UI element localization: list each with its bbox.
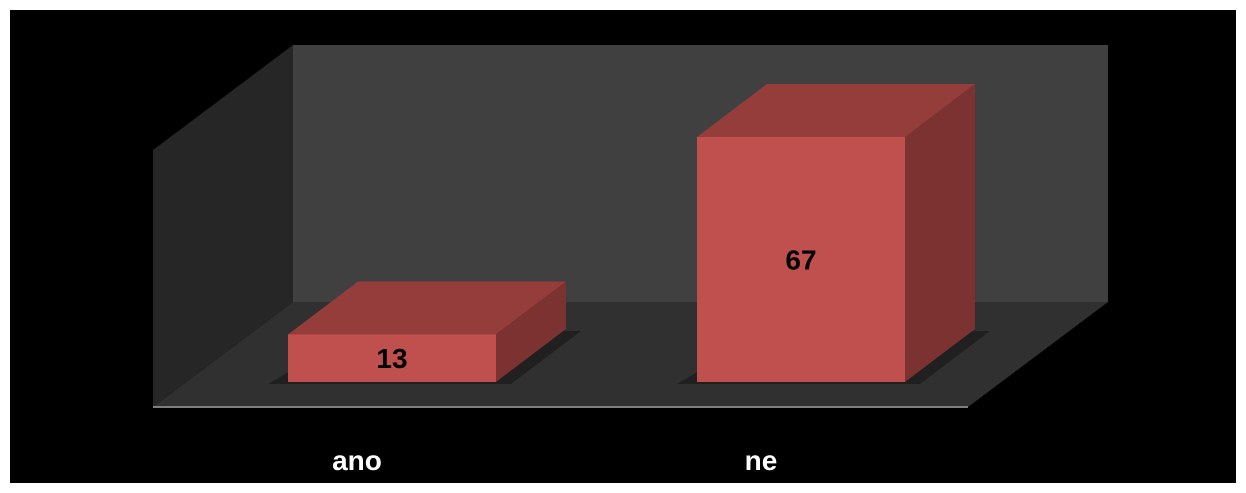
side-wall [153, 45, 293, 407]
bar-ne: 67 [677, 84, 990, 384]
bar-ano: 13 [268, 281, 581, 384]
data-label-ano: 13 [376, 343, 407, 374]
bar-ano-front [288, 334, 496, 382]
bar-ano-side [496, 281, 566, 382]
category-label-ano: ano [332, 445, 382, 476]
category-label-ne: ne [745, 445, 778, 476]
bar-ano-top [288, 281, 566, 335]
bar-ne-front [697, 137, 905, 382]
bar-ne-side [905, 84, 975, 382]
bar-ne-top [697, 84, 975, 137]
data-label-ne: 67 [785, 245, 816, 276]
